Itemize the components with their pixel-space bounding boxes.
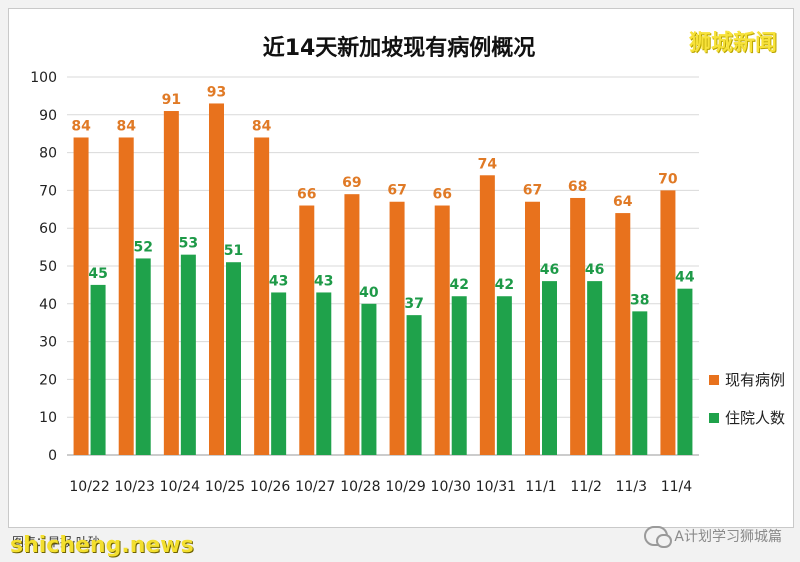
bar-current-cases xyxy=(479,175,495,455)
data-label-hospitalised: 46 xyxy=(540,262,559,278)
bar-hospitalised xyxy=(632,311,648,455)
data-label-current-cases: 70 xyxy=(658,171,678,187)
y-tick-label: 100 xyxy=(30,70,57,86)
x-tick-label: 10/26 xyxy=(250,479,290,495)
y-tick-label: 20 xyxy=(39,372,57,388)
brand-logo: 狮城新闻 xyxy=(688,31,777,56)
wechat-account-name: A计划学习狮城篇 xyxy=(674,529,782,545)
y-tick-label: 50 xyxy=(39,259,57,275)
bar-current-cases xyxy=(163,111,179,456)
x-tick-label: 11/2 xyxy=(570,479,601,495)
data-label-current-cases: 69 xyxy=(342,175,361,191)
bar-chart: 近14天新加坡现有病例概况 0 10 20 30 40 50 60 70 80 90 100 84 45… xyxy=(30,35,785,495)
x-tick-label: 11/3 xyxy=(616,479,647,495)
y-tick-label: 30 xyxy=(39,335,57,351)
bar-current-cases xyxy=(615,213,631,455)
y-tick-label: 40 xyxy=(39,297,57,313)
data-label-hospitalised: 42 xyxy=(495,277,514,293)
bar-current-cases xyxy=(73,137,89,456)
x-tick-label: 10/30 xyxy=(431,479,471,495)
x-tick-label: 10/29 xyxy=(385,479,425,495)
bar-hospitalised xyxy=(180,254,196,455)
source-line: 图表：早报·叶砂 xyxy=(12,535,100,549)
data-label-hospitalised: 43 xyxy=(269,273,288,289)
x-tick-label: 10/25 xyxy=(205,479,245,495)
data-label-current-cases: 66 xyxy=(297,187,316,203)
bar-current-cases xyxy=(570,197,586,455)
bar-hospitalised xyxy=(496,296,512,455)
data-label-hospitalised: 40 xyxy=(359,285,379,301)
data-label-current-cases: 91 xyxy=(162,92,181,108)
bar-hospitalised xyxy=(271,292,287,455)
bar-hospitalised xyxy=(451,296,467,455)
bar-hospitalised xyxy=(361,303,377,455)
bar-hospitalised xyxy=(316,292,332,455)
wechat-account: A计划学习狮城篇 xyxy=(644,526,782,548)
bar-hospitalised xyxy=(226,262,241,455)
bar-hospitalised xyxy=(542,281,557,455)
legend-swatch xyxy=(709,413,719,423)
data-label-current-cases: 64 xyxy=(613,194,633,210)
data-label-hospitalised: 43 xyxy=(314,273,333,289)
data-label-current-cases: 67 xyxy=(523,183,542,199)
data-label-current-cases: 84 xyxy=(71,118,91,134)
bar-current-cases xyxy=(434,205,450,455)
bar-hospitalised xyxy=(587,281,603,455)
chart-frame: 近14天新加坡现有病例概况 0 10 20 30 40 50 60 70 80 90 100 84 45… xyxy=(8,8,794,528)
bar-hospitalised xyxy=(135,258,151,455)
bar-current-cases xyxy=(660,190,676,455)
bar-current-cases xyxy=(344,194,360,455)
bar-current-cases xyxy=(254,137,270,456)
data-label-current-cases: 74 xyxy=(478,156,498,172)
chart-title: 近14天新加坡现有病例概况 xyxy=(263,35,536,61)
x-tick-label: 10/24 xyxy=(160,479,200,495)
bar-hospitalised xyxy=(90,284,106,455)
data-label-current-cases: 84 xyxy=(252,118,272,134)
data-label-hospitalised: 51 xyxy=(224,243,243,259)
wechat-icon xyxy=(644,526,673,548)
x-tick-label: 11/4 xyxy=(661,479,693,495)
x-tick-label: 10/31 xyxy=(476,479,516,495)
bar-current-cases xyxy=(525,201,540,455)
data-label-hospitalised: 44 xyxy=(675,270,695,286)
watermark: shicheng.news xyxy=(10,533,194,558)
x-tick-label: 10/28 xyxy=(340,479,380,495)
data-label-current-cases: 67 xyxy=(387,183,406,199)
bar-current-cases xyxy=(118,137,134,456)
data-label-current-cases: 93 xyxy=(207,84,226,100)
legend-swatch xyxy=(709,375,719,385)
data-label-hospitalised: 37 xyxy=(404,296,423,312)
y-tick-label: 90 xyxy=(39,108,57,124)
y-tick-label: 10 xyxy=(39,410,57,426)
y-tick-label: 60 xyxy=(39,221,57,237)
bar-current-cases xyxy=(389,201,405,455)
data-label-hospitalised: 42 xyxy=(449,277,468,293)
y-tick-label: 80 xyxy=(39,146,57,162)
data-label-hospitalised: 52 xyxy=(133,239,152,255)
data-label-current-cases: 66 xyxy=(432,187,451,203)
data-label-current-cases: 68 xyxy=(568,179,587,195)
x-tick-label: 10/23 xyxy=(115,479,155,495)
bar-hospitalised xyxy=(677,288,693,455)
x-tick-label: 10/27 xyxy=(295,479,335,495)
bar-current-cases xyxy=(209,103,224,456)
data-label-hospitalised: 46 xyxy=(585,262,604,278)
data-label-hospitalised: 53 xyxy=(179,236,198,252)
data-label-current-cases: 84 xyxy=(116,118,136,134)
x-tick-label: 11/1 xyxy=(525,479,556,495)
legend-label: 住院人数 xyxy=(725,409,785,427)
legend-label: 现有病例 xyxy=(725,371,785,389)
y-tick-label: 70 xyxy=(39,183,57,199)
bar-hospitalised xyxy=(406,315,422,455)
x-tick-label: 10/22 xyxy=(69,479,109,495)
y-tick-label: 0 xyxy=(48,448,57,464)
data-label-hospitalised: 45 xyxy=(88,266,107,282)
bar-current-cases xyxy=(299,205,315,455)
data-label-hospitalised: 38 xyxy=(630,292,649,308)
